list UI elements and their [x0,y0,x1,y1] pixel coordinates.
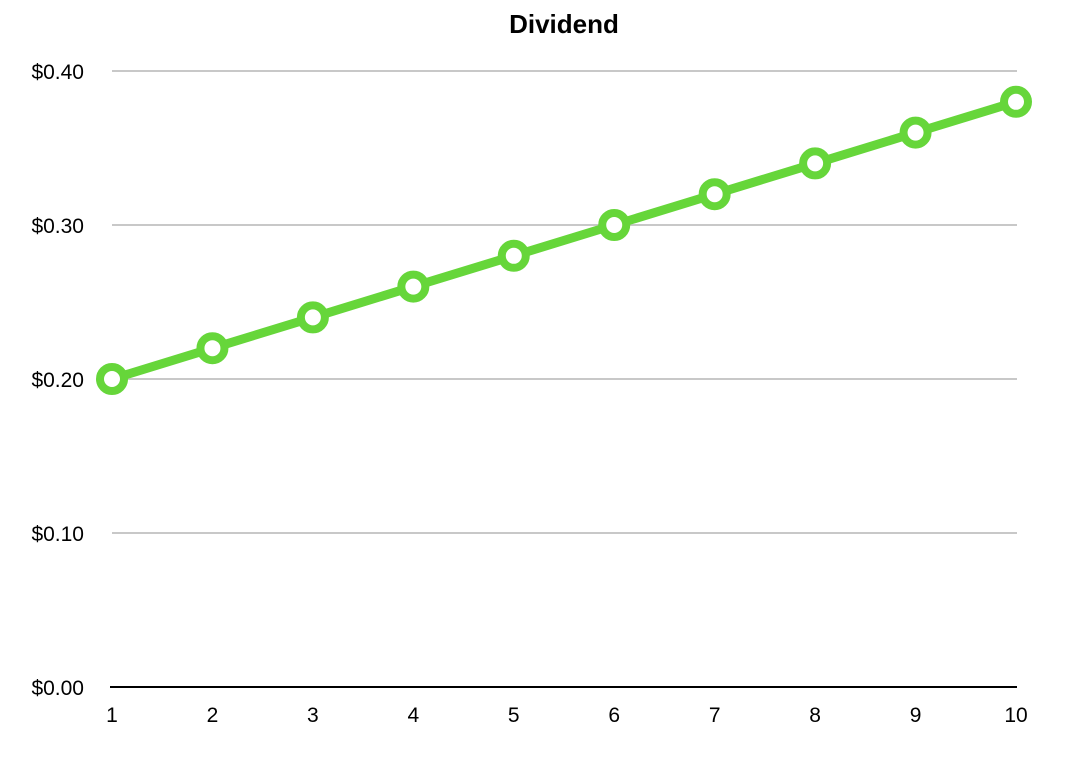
x-tick-label: 10 [1004,704,1027,727]
x-tick-label: 6 [608,704,620,727]
data-point [497,239,530,272]
data-point [799,147,832,180]
x-tick-label: 9 [910,704,922,727]
y-tick-label: $0.40 [31,61,84,84]
data-point [899,116,932,149]
x-tick-label: 4 [407,704,419,727]
series-line [107,97,1021,384]
x-tick-label: 7 [709,704,721,727]
y-tick-label: $0.30 [31,215,84,238]
series-lines [107,97,1021,384]
x-tick-label: 2 [207,704,219,727]
data-point [397,270,430,303]
x-tick-label: 8 [809,704,821,727]
data-point [296,301,329,334]
data-point [598,209,631,241]
y-tick-label: $0.00 [31,677,84,700]
chart-title: Dividend [509,9,619,39]
data-point [1000,85,1032,118]
x-tick-label: 5 [508,704,520,727]
gridlines [112,70,1017,534]
data-point [196,332,229,365]
y-tick-label: $0.20 [31,369,84,392]
y-tick-labels: $0.00 $0.10 $0.20 $0.30 $0.40 [31,61,84,700]
data-point [698,178,731,211]
x-tick-labels: 1 2 3 4 5 6 7 8 9 10 [106,704,1028,727]
x-tick-label: 3 [307,704,319,727]
data-point [96,363,128,395]
y-tick-label: $0.10 [31,523,84,546]
x-tick-label: 1 [106,704,118,727]
series-markers [96,85,1032,395]
